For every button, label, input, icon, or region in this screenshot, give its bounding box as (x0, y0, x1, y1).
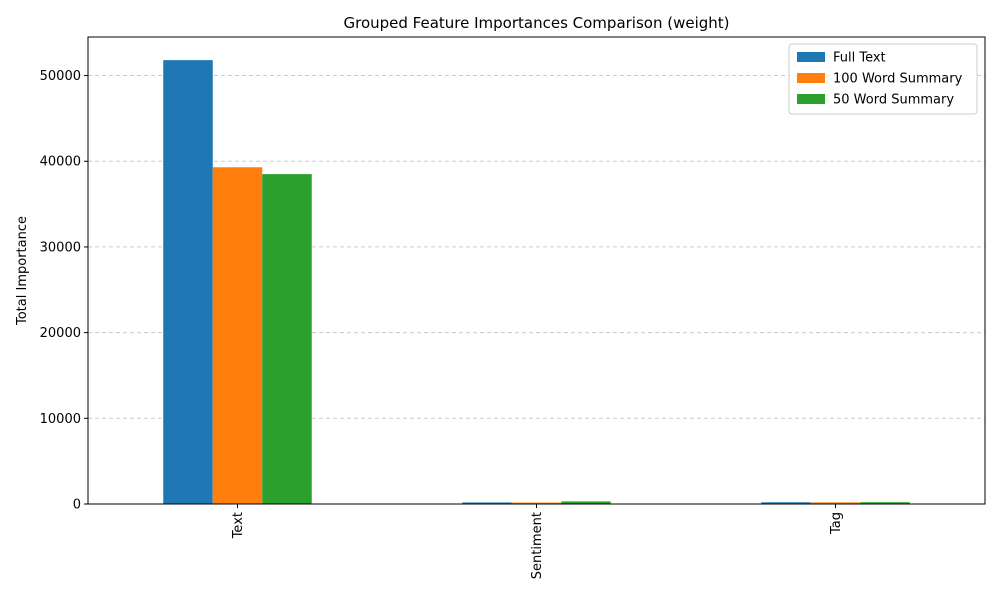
x-tick-label: Text (231, 512, 246, 539)
x-tick-label: Sentiment (530, 512, 545, 579)
bars (163, 60, 910, 505)
legend-label: 100 Word Summary (833, 72, 963, 87)
bar-sentiment-100-word-summary (511, 502, 562, 504)
legend-swatch (797, 52, 825, 62)
bar-text-50-word-summary (262, 174, 312, 504)
y-tick-label: 10000 (40, 412, 81, 427)
x-tick-label: Tag (829, 512, 844, 535)
bar-tag-full-text (761, 502, 811, 504)
x-ticks: Text Sentiment Tag (231, 504, 844, 579)
legend-swatch (797, 94, 825, 104)
bar-sentiment-full-text (462, 502, 512, 504)
y-tick-label: 20000 (40, 326, 81, 341)
bar-tag-50-word-summary (860, 502, 910, 504)
y-tick-label: 0 (73, 498, 81, 513)
y-ticks: 0 10000 20000 30000 40000 50000 (40, 69, 88, 513)
y-tick-label: 30000 (40, 240, 81, 255)
bar-text-full-text (163, 60, 213, 505)
bar-sentiment-50-word-summary (561, 501, 611, 504)
legend-label: 50 Word Summary (833, 93, 954, 108)
y-axis-label: Total Importance (15, 216, 30, 326)
y-tick-label: 40000 (40, 155, 81, 170)
legend: Full Text 100 Word Summary 50 Word Summary (788, 43, 978, 115)
legend-label: Full Text (833, 51, 886, 66)
chart-title: Grouped Feature Importances Comparison (… (343, 14, 729, 32)
y-tick-label: 50000 (40, 69, 81, 84)
bar-text-100-word-summary (212, 167, 263, 505)
legend-swatch (797, 73, 825, 83)
bar-tag-100-word-summary (810, 502, 861, 504)
legend-box (788, 43, 978, 115)
